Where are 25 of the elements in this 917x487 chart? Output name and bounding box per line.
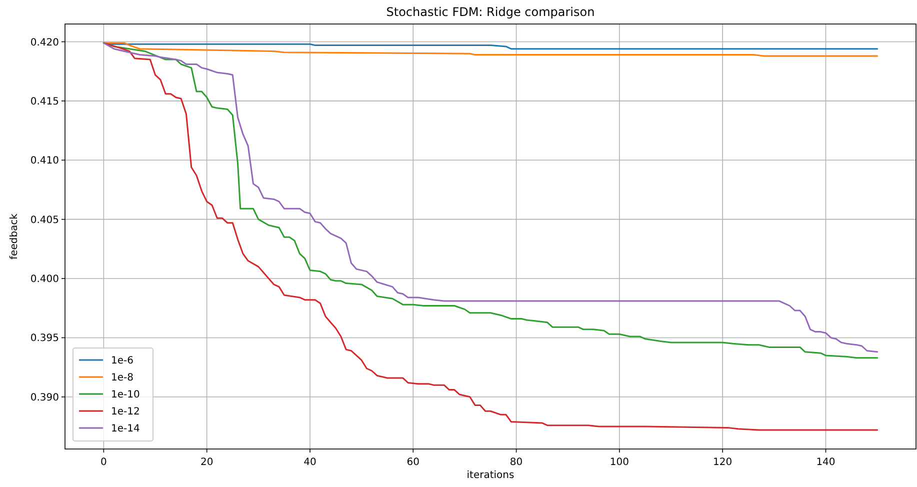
chart-title: Stochastic FDM: Ridge comparison [386, 5, 595, 19]
y-tick-label: 0.420 [30, 37, 59, 48]
legend-label: 1e-6 [111, 356, 134, 366]
y-tick-label: 0.395 [30, 333, 59, 344]
legend-label: 1e-12 [111, 406, 140, 418]
x-tick-label: 60 [406, 457, 420, 468]
x-tick-label: 100 [610, 457, 629, 468]
y-tick-label: 0.410 [30, 156, 59, 167]
x-tick-label: 80 [510, 457, 523, 468]
x-axis-title: iterations [466, 470, 514, 481]
y-axis-title: feedback [9, 213, 20, 260]
x-tick-label: 140 [816, 457, 836, 468]
x-tick-label: 20 [200, 457, 214, 468]
line-series [102, 42, 878, 431]
x-tick-label: 0 [100, 457, 107, 468]
y-tick-label: 0.400 [30, 274, 59, 286]
line-series [102, 42, 878, 57]
y-tick-label: 0.415 [30, 96, 59, 108]
legend-label: 1e-8 [111, 372, 134, 384]
legend-label: 1e-10 [111, 390, 140, 400]
y-tick-label: 0.390 [30, 392, 59, 404]
legend-label: 1e-14 [111, 424, 140, 434]
x-tick-label: 40 [304, 457, 316, 468]
x-tick-label: 120 [713, 457, 732, 468]
y-tick-label: 0.405 [30, 214, 59, 226]
